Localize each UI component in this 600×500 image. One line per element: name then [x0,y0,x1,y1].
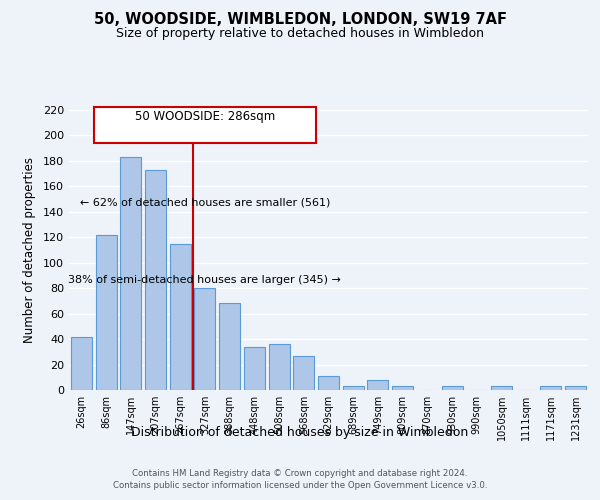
Bar [170,244,191,390]
Bar [293,356,314,390]
Bar [244,346,265,390]
Text: 38% of semi-detached houses are larger (345) →: 38% of semi-detached houses are larger (… [68,276,341,285]
Bar [541,386,562,390]
Text: Size of property relative to detached houses in Wimbledon: Size of property relative to detached ho… [116,28,484,40]
Y-axis label: Number of detached properties: Number of detached properties [23,157,36,343]
Bar [145,170,166,390]
Bar [491,386,512,390]
Bar [269,344,290,390]
Bar [95,234,116,390]
Bar [367,380,388,390]
Bar [219,304,240,390]
Bar [120,157,141,390]
Bar [71,336,92,390]
Bar [343,386,364,390]
Text: Distribution of detached houses by size in Wimbledon: Distribution of detached houses by size … [131,426,469,439]
Bar [318,376,339,390]
Bar [565,386,586,390]
Text: 50 WOODSIDE: 286sqm: 50 WOODSIDE: 286sqm [135,110,275,124]
Text: ← 62% of detached houses are smaller (561): ← 62% of detached houses are smaller (56… [80,197,330,207]
Bar [442,386,463,390]
Text: Contains HM Land Registry data © Crown copyright and database right 2024.
Contai: Contains HM Land Registry data © Crown c… [113,468,487,490]
Bar [194,288,215,390]
Text: 50, WOODSIDE, WIMBLEDON, LONDON, SW19 7AF: 50, WOODSIDE, WIMBLEDON, LONDON, SW19 7A… [94,12,506,28]
Bar [392,386,413,390]
FancyBboxPatch shape [94,108,316,143]
